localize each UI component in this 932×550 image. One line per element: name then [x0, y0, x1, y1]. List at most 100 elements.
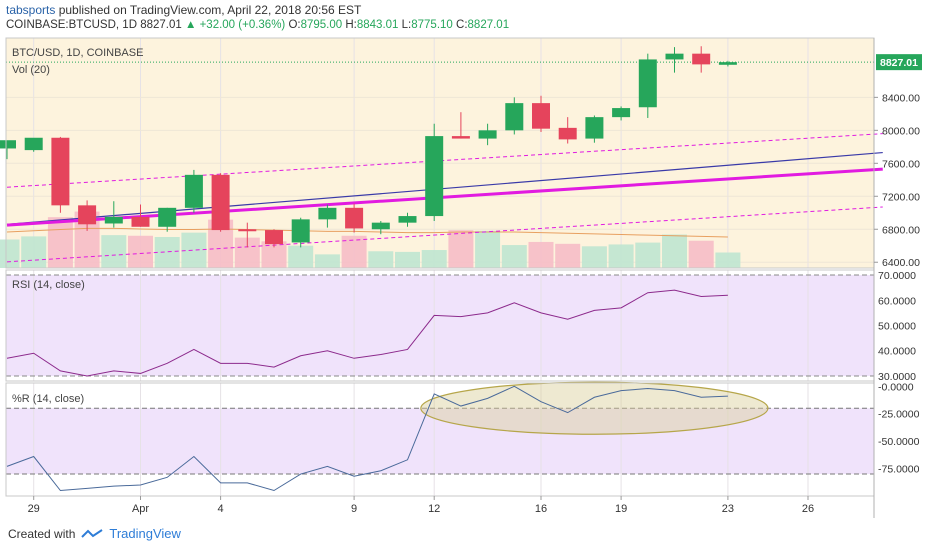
last-price-badge — [876, 54, 922, 71]
rsi-title: RSI (14, close) — [12, 279, 85, 291]
candle-body — [585, 117, 604, 139]
candle-body — [104, 216, 123, 224]
candle-body — [345, 207, 364, 229]
x-tick-label: 12 — [428, 503, 440, 515]
candle-body — [318, 207, 337, 220]
volume-bar — [341, 235, 367, 268]
tradingview-logo-icon — [81, 528, 103, 538]
candle-body — [478, 130, 497, 139]
rsi-tick-label: 30.0000 — [878, 371, 916, 383]
x-tick-label: 9 — [351, 503, 357, 515]
candle-body — [425, 136, 444, 217]
wr-tick-label: -25.0000 — [878, 409, 920, 421]
candle-body — [291, 219, 310, 243]
candle-body — [211, 174, 230, 231]
candle-body — [184, 174, 203, 208]
candle-body — [131, 216, 150, 227]
wr-line — [6, 385, 728, 492]
price-tick-label: 6800.00 — [882, 224, 920, 236]
volume-bar — [581, 246, 607, 268]
volume-bar — [635, 242, 661, 268]
price-tick-label: 8000.00 — [882, 125, 920, 137]
candle-body — [638, 59, 657, 108]
volume-bar — [288, 245, 314, 268]
x-tick-label: 19 — [615, 503, 627, 515]
candle-body — [665, 53, 684, 60]
price-tick-label: 6400.00 — [882, 257, 920, 269]
close-value: 8827.01 — [467, 19, 510, 31]
candle-body — [158, 207, 177, 227]
chart-canvas[interactable]: 8400.00 8000.00 7600.00 7200.00 6800.00 6400.… — [0, 0, 932, 520]
volume-bar — [715, 252, 741, 268]
blue-ma-line — [6, 151, 883, 225]
candle-body — [398, 216, 417, 223]
volume-bar — [0, 239, 20, 268]
symbol-label: COINBASE:BTCUSD, 1D — [6, 19, 137, 31]
author-link[interactable]: tabsports — [6, 3, 56, 17]
volume-bar — [475, 230, 501, 268]
rsi-tick-label: 60.0000 — [878, 295, 916, 307]
volume-ma-line — [6, 227, 728, 238]
footer: Created with TradingView — [8, 526, 181, 541]
volume-bar — [314, 254, 340, 268]
candle-body — [718, 62, 737, 65]
last-price-badge-label: 8827.01 — [880, 57, 918, 69]
candle-body — [558, 127, 577, 140]
x-tick-label: 16 — [535, 503, 547, 515]
rsi-line — [6, 289, 728, 377]
x-tick-label: 4 — [218, 503, 224, 515]
candle-body — [265, 230, 283, 245]
publish-info: tabsports published on TradingView.com, … — [6, 3, 361, 17]
x-tick-label: 29 — [28, 503, 40, 515]
wr-title: %R (14, close) — [12, 393, 84, 405]
volume-bar — [154, 237, 180, 268]
wr-tick-label: -0.0000 — [878, 381, 914, 393]
price-tick-label: 8400.00 — [882, 92, 920, 104]
volume-bar — [368, 251, 394, 268]
candle-body — [371, 222, 390, 230]
open-value: 8795.00 — [300, 19, 343, 31]
wr-tick-label: -50.0000 — [878, 436, 920, 448]
volume-bar — [448, 230, 474, 268]
tradingview-brand[interactable]: TradingView — [109, 526, 181, 541]
candle-body — [0, 140, 16, 149]
volume-bar — [501, 245, 527, 268]
chart-subtitle: Vol (20) — [12, 64, 50, 76]
volume-bar — [47, 217, 73, 268]
x-tick-label: 26 — [802, 503, 814, 515]
volume-bar — [555, 243, 581, 268]
volume-bar — [662, 234, 687, 268]
volume-bar — [395, 251, 420, 268]
price-change: +32.00 (+0.36%) — [199, 19, 286, 31]
candle-body — [692, 53, 711, 65]
rsi-tick-label: 50.0000 — [878, 321, 916, 333]
candle-body — [51, 137, 70, 206]
volume-bar — [101, 235, 127, 268]
low-label: L: — [401, 19, 412, 31]
low-value: 8775.10 — [411, 19, 453, 31]
candle-body — [612, 108, 631, 118]
chart-title: BTC/USD, 1D, COINBASE — [12, 47, 143, 59]
rsi-tick-label: 40.0000 — [878, 346, 916, 358]
candle-body — [78, 205, 97, 225]
x-tick-label: 23 — [722, 503, 734, 515]
rsi-tick-label: 70.0000 — [878, 270, 916, 282]
candle-body — [532, 103, 550, 129]
up-arrow-icon: ▲ — [184, 19, 197, 31]
close-label: C: — [456, 19, 468, 31]
candle-body — [505, 103, 524, 131]
price-tick-label: 7600.00 — [882, 158, 920, 170]
volume-bar — [688, 240, 714, 268]
candle-body — [24, 137, 43, 151]
lower-channel-dashed-line — [6, 206, 883, 263]
volume-bar — [528, 241, 554, 268]
volume-bar — [128, 235, 153, 268]
volume-bar — [21, 236, 47, 268]
price-tick-label: 7200.00 — [882, 191, 920, 203]
high-value: 8843.01 — [356, 19, 399, 31]
highlight-ellipse — [420, 381, 769, 435]
x-tick-label: Apr — [132, 503, 149, 515]
created-with-text: Created with — [8, 526, 76, 541]
upper-channel-dashed-line — [6, 133, 883, 188]
rsi-band-bg — [6, 275, 874, 376]
